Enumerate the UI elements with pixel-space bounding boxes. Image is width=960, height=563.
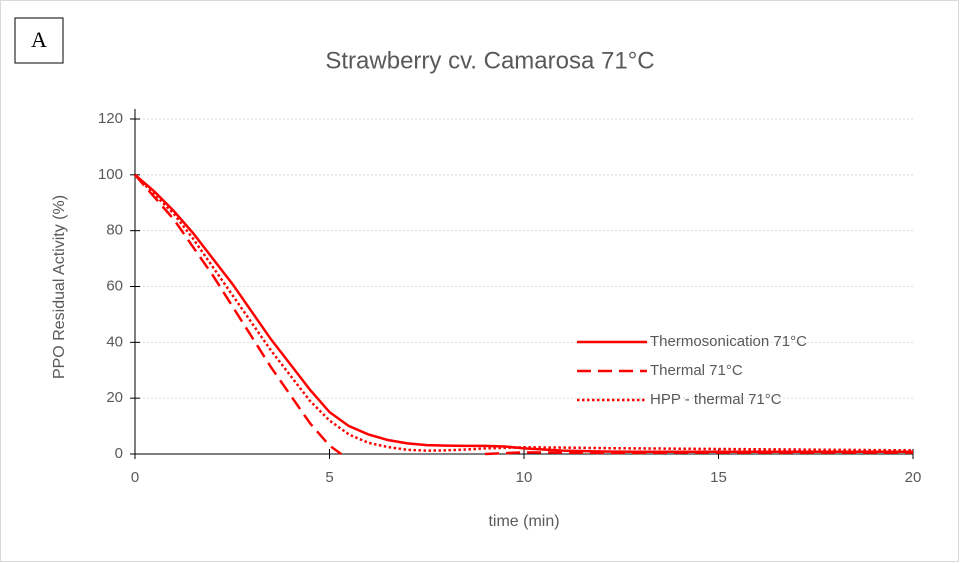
panel-box <box>14 17 64 64</box>
y-tick-label: 60 <box>106 277 123 294</box>
series-line <box>134 174 913 456</box>
x-tick-label: 5 <box>325 469 333 486</box>
y-tick-label: 40 <box>106 333 123 350</box>
series-line <box>134 173 913 454</box>
x-tick-label: 15 <box>710 469 727 486</box>
y-tick-label: 100 <box>98 166 123 183</box>
x-tick-label: 0 <box>131 469 139 486</box>
x-tick-label: 10 <box>516 469 533 486</box>
x-axis-title: time (min) <box>488 513 559 530</box>
y-axis-title: PPO Residual Activity (%) <box>51 195 68 379</box>
chart-title: Strawberry cv. Camarosa 71°C <box>325 47 654 74</box>
legend-label: Thermal 71°C <box>650 362 743 379</box>
y-tick-label: 0 <box>115 445 123 462</box>
y-tick-label: 20 <box>106 389 123 406</box>
series-line <box>134 173 914 452</box>
legend-label: HPP - thermal 71°C <box>650 391 782 408</box>
x-tick-label: 20 <box>905 469 922 486</box>
y-tick-label: 80 <box>106 222 123 239</box>
y-tick-label: 120 <box>98 110 123 127</box>
legend-label: Thermosonication 71°C <box>650 333 807 350</box>
panel-label: A <box>31 27 47 52</box>
